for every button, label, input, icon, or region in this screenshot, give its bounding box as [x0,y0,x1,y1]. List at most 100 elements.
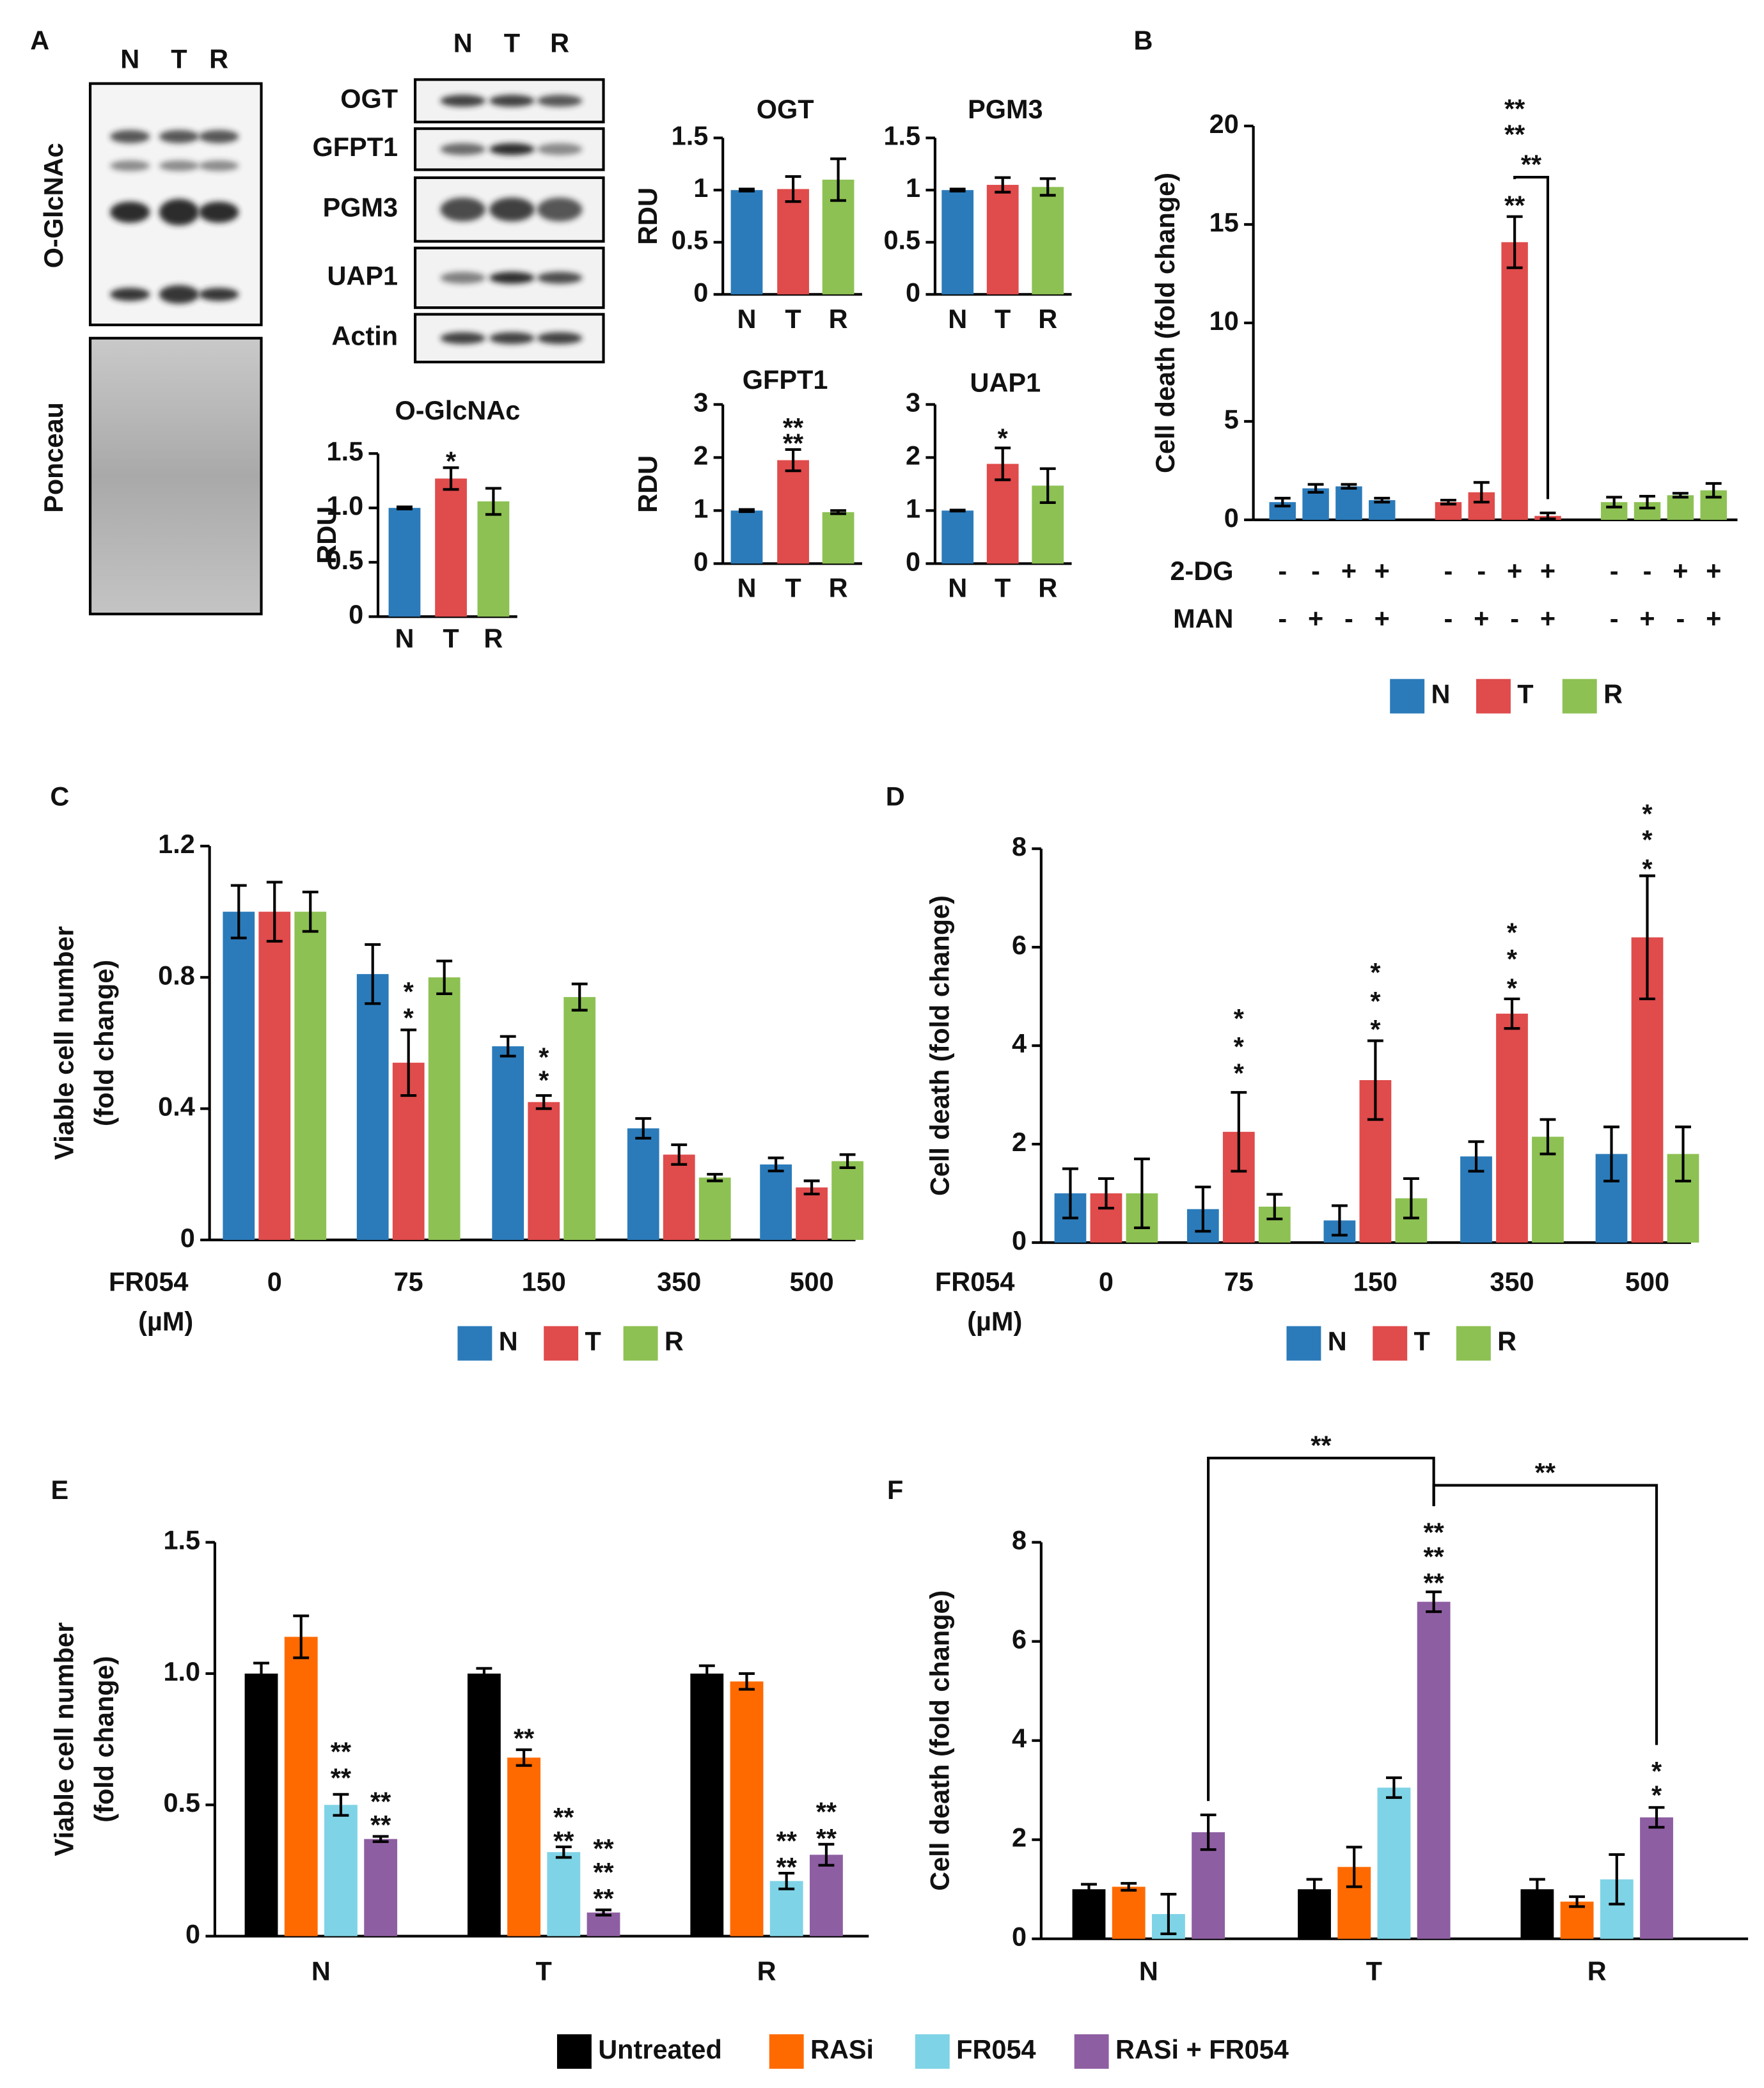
x-tick-label: R [1587,1956,1607,1986]
error-bar [555,1845,572,1859]
error-bar [1473,481,1490,504]
error-bar [293,1614,310,1660]
significance-mark: * [1370,1014,1381,1044]
y-axis-label: Cell death (fold change) [924,1590,954,1891]
x-tick-label: T [1366,1956,1382,1986]
bar [1501,242,1528,520]
comparison-bracket [1513,175,1550,499]
y-tick-label: 6 [1012,930,1027,960]
x-tick-label: N [948,304,967,334]
significance-mark: * [404,977,414,1007]
comparison-bracket [1432,1484,1658,1745]
x-tick-label: T [443,624,459,654]
y-tick-label: 1.5 [883,121,920,151]
bracket-label: ** [1311,1430,1332,1460]
significance-mark: ** [776,1852,798,1882]
error-bar [1609,1853,1625,1906]
significance-mark: ** [816,1823,837,1853]
legend-swatch [1373,1326,1408,1361]
legend-swatch [1456,1326,1491,1361]
significance-mark: * [1651,1780,1662,1810]
chart-title: PGM3 [968,94,1043,124]
legend-label: RASi + FR054 [1115,2034,1289,2064]
y-tick-label: 0 [693,546,708,576]
condition-sign: + [1639,603,1655,633]
legend-swatch [556,2034,592,2069]
error-bar [1341,483,1357,490]
significance-mark: ** [593,1883,614,1913]
significance-mark: ** [553,1802,574,1832]
error-bar [739,187,755,192]
bar [663,1154,695,1240]
significance-mark: ** [553,1826,574,1856]
bar [1112,1887,1146,1939]
error-bar [778,1871,795,1890]
bar-chart: 0 1 2 3 UAP1 N T R * [906,367,1072,603]
panel-letter: A [30,25,49,55]
chart-title: OGT [757,94,814,124]
legend-swatch [544,1326,579,1361]
y-tick-label: 3 [906,387,920,417]
comparison-bracket [1207,1456,1435,1801]
bar [324,1805,358,1936]
significance-mark: * [539,1065,549,1095]
blot-label: GFPT1 [312,132,398,162]
significance-mark: * [1234,1003,1245,1033]
y-tick-label: 0 [906,277,920,307]
error-bar [1274,496,1291,508]
blot-band [537,272,583,284]
blot-band [440,272,485,284]
y-tick-label: 6 [1012,1624,1027,1654]
x-tick-label: T [785,304,801,334]
western-blot: NNTTRRO-GlcNAcPonceauOGTGFPT1PGM3UAP1Act… [38,27,605,616]
y-tick-label: 4 [1012,1723,1027,1754]
error-bar [253,1661,269,1686]
error-bar [1346,1846,1362,1888]
bar-chart: 0 0.5 1 1.5 PGM3 N T R [883,94,1072,334]
y-axis-label: RDU [633,455,663,513]
bar [760,1164,792,1240]
error-bar [830,509,847,515]
blot-band [440,143,485,155]
y-tick-label: 0 [185,1919,200,1949]
blot-band [110,160,150,171]
condition-sign: - [1643,556,1652,586]
x-tick-label: 350 [657,1266,701,1296]
significance-mark: * [1642,799,1653,829]
blot-band [489,143,535,155]
condition-sign: + [1374,603,1390,633]
bracket-label: ** [1521,149,1542,179]
lane-label: N [120,43,139,74]
blot-label: O-GlcNAc [38,143,68,268]
legend-label: R [1603,679,1623,709]
significance-mark: * [1234,1058,1245,1088]
x-tick-label: 500 [789,1266,833,1296]
condition-sign: + [1706,603,1721,633]
condition-sign: - [1477,556,1486,586]
error-bar [1529,1878,1545,1901]
bar [284,1637,318,1936]
x-axis-label: FR054 [935,1266,1014,1296]
error-bar [476,1667,492,1681]
chart-title: O-GlcNAc [395,395,520,425]
y-tick-label: 0 [1224,503,1239,533]
y-tick-label: 0.8 [158,960,195,990]
error-bar [1385,1776,1402,1799]
legend-label: FR054 [956,2034,1036,2064]
bar-chart: 0 0.5 1.0 1.5 Viable cell number (fold change… [49,1525,1289,2069]
significance-mark: ** [816,1797,837,1827]
legend-swatch [1074,2034,1109,2069]
error-bar [707,1173,723,1182]
blot-label: UAP1 [327,260,398,290]
y-axis-label: Cell death (fold change) [924,895,954,1196]
bar [507,1757,541,1936]
significance-mark: * [1507,917,1518,947]
significance-mark: * [539,1042,549,1072]
y-axis-label: Cell death (fold change) [1150,173,1180,473]
error-bar [266,881,283,943]
x-tick-label: T [995,304,1011,334]
x-tick-label: T [995,573,1011,603]
y-tick-label: 1 [693,493,708,523]
blot-band [199,201,239,223]
significance-mark: ** [1424,1568,1445,1598]
